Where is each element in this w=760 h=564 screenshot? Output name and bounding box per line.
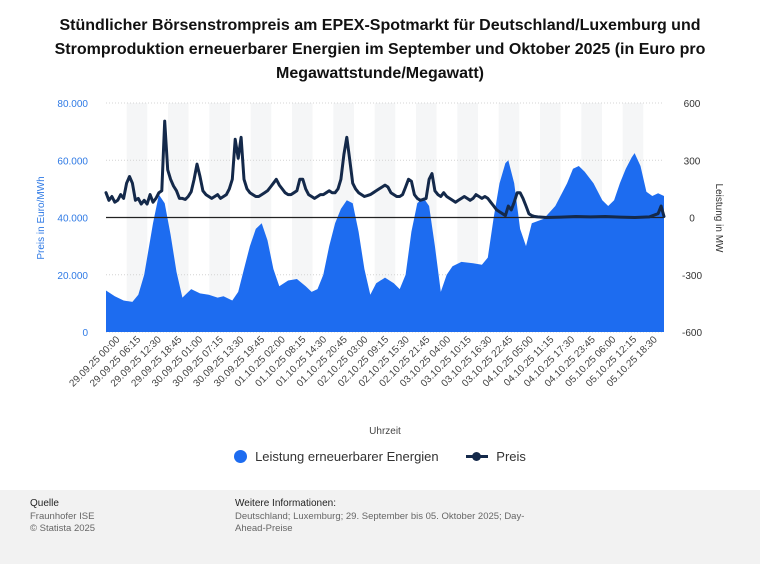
left-tick-label: 80.000 [57, 99, 88, 110]
renewables-area [106, 153, 664, 332]
right-tick-label: -600 [682, 328, 702, 339]
legend-label-renewables: Leistung erneuerbarer Energien [255, 449, 439, 465]
chart-title: Stündlicher Börsenstrompreis am EPEX-Spo… [54, 17, 706, 82]
chart-svg: 0 20.000 40.000 60.000 80.000 -600 -300 0 300 60… [36, 99, 724, 437]
copyright-line: © Statista 2025 [30, 523, 96, 534]
legend-label-price: Preis [496, 449, 526, 465]
chart-card: Stündlicher Börsenstrompreis am EPEX-Spo… [0, 0, 760, 490]
left-tick-label: 0 [82, 328, 88, 339]
y-axis-label-right: Leistung in MW [713, 184, 724, 253]
left-tick-label: 20.000 [57, 271, 88, 282]
source-heading: Quelle [30, 498, 59, 509]
price-line-layer [104, 119, 666, 219]
left-tick-label: 60.000 [57, 156, 88, 167]
right-tick-label: 0 [689, 214, 695, 225]
legend: Leistung erneuerbarer Energien Preis [0, 448, 760, 464]
footer-info: Weitere Informationen: Deutschland; Luxe… [235, 498, 535, 535]
left-tick-label: 40.000 [57, 214, 88, 225]
left-axis-ticks: 0 20.000 40.000 60.000 80.000 [57, 99, 88, 339]
y-axis-label-left: Preis in Euro/MWh [36, 176, 47, 259]
legend-item-price[interactable]: Preis [466, 449, 526, 464]
legend-item-renewables[interactable]: Leistung erneuerbarer Energien [234, 449, 439, 464]
right-axis-ticks: -600 -300 0 300 600 [682, 99, 702, 339]
x-axis-label: Uhrzeit [369, 426, 401, 437]
renewables-area-layer [106, 153, 664, 332]
line-marker-icon [466, 450, 489, 463]
info-heading: Weitere Informationen: [235, 498, 336, 509]
info-text: Deutschland; Luxemburg; 29. September bi… [235, 511, 525, 534]
footer-source: Quelle Fraunhofer ISE © Statista 2025 [30, 498, 210, 535]
source-line: Fraunhofer ISE [30, 511, 95, 522]
price-line [104, 119, 666, 219]
right-tick-label: 600 [684, 99, 701, 110]
right-tick-label: -300 [682, 271, 702, 282]
circle-marker-icon [234, 450, 248, 464]
right-tick-label: 300 [684, 156, 701, 167]
